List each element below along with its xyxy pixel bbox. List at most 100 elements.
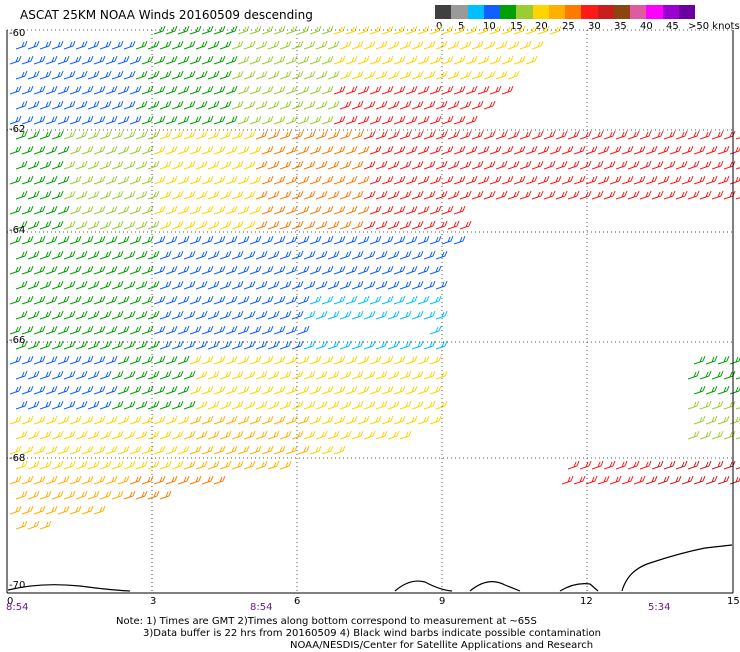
wind-barb (189, 475, 202, 485)
wind-barb (117, 85, 130, 95)
wind-barb (303, 250, 316, 260)
wind-barb (129, 85, 142, 95)
wind-barb (33, 85, 46, 95)
wind-barb (453, 175, 466, 185)
wind-barb (189, 445, 202, 455)
wind-barb (15, 220, 28, 230)
wind-barb (129, 115, 142, 125)
wind-barb (21, 145, 34, 155)
wind-barb (279, 100, 292, 110)
wind-barb (165, 445, 178, 455)
wind-barb (375, 340, 388, 350)
wind-barb (381, 55, 394, 65)
wind-barb (213, 355, 226, 365)
wind-barb (15, 400, 28, 410)
wind-barb (105, 85, 118, 95)
wind-barb (9, 205, 22, 215)
wind-barb (189, 415, 202, 425)
wind-barb (699, 190, 712, 200)
wind-barb (375, 250, 388, 260)
wind-barb (417, 145, 430, 155)
wind-barb (405, 115, 418, 125)
wind-barb (87, 100, 100, 110)
wind-barb (81, 475, 94, 485)
wind-barb (39, 310, 52, 320)
wind-barb (153, 325, 166, 335)
wind-barb (75, 280, 88, 290)
wind-barb (579, 190, 592, 200)
wind-barb (93, 325, 106, 335)
wind-barb (171, 340, 184, 350)
wind-barb (219, 250, 232, 260)
wind-barb (153, 145, 166, 155)
wind-barb (531, 130, 544, 140)
wind-barb (333, 265, 346, 275)
colorbar-label: 20 (535, 21, 548, 32)
wind-barb (21, 235, 34, 245)
wind-barb (267, 280, 280, 290)
wind-barb (315, 130, 328, 140)
wind-barb (567, 160, 580, 170)
wind-barb (345, 115, 358, 125)
wind-barb (537, 145, 550, 155)
lon-label-0: 0 (7, 596, 13, 607)
wind-barb (177, 475, 190, 485)
wind-barb (99, 490, 112, 500)
wind-barb (417, 205, 430, 215)
wind-barb (189, 355, 202, 365)
wind-barb (51, 280, 64, 290)
wind-barb (369, 415, 382, 425)
wind-barb (621, 145, 634, 155)
wind-barb (603, 190, 616, 200)
wind-barb (177, 175, 190, 185)
wind-barb (33, 205, 46, 215)
wind-barb (135, 130, 148, 140)
wind-barb (129, 205, 142, 215)
wind-barb (45, 205, 58, 215)
wind-barb (111, 190, 124, 200)
wind-barb (483, 40, 496, 50)
wind-barb (171, 460, 184, 470)
wind-barb (351, 370, 364, 380)
wind-barb (75, 370, 88, 380)
wind-barb (381, 145, 394, 155)
wind-barb (201, 235, 214, 245)
wind-barb (273, 415, 286, 425)
wind-barb (687, 160, 700, 170)
wind-barb (57, 55, 70, 65)
wind-barb (15, 280, 28, 290)
wind-barb (285, 355, 298, 365)
wind-barb (309, 355, 322, 365)
wind-barb (207, 400, 220, 410)
wind-barb (141, 385, 154, 395)
wind-barb (99, 280, 112, 290)
wind-barb (513, 145, 526, 155)
wind-barb (531, 160, 544, 170)
wind-barb (363, 220, 376, 230)
wind-barb (621, 175, 634, 185)
wind-barb (645, 145, 658, 155)
wind-barb (33, 115, 46, 125)
wind-barb (267, 160, 280, 170)
wind-barb (51, 460, 64, 470)
wind-barb (273, 175, 286, 185)
wind-barb (423, 220, 436, 230)
wind-barb (231, 280, 244, 290)
wind-barb (21, 55, 34, 65)
wind-barb (375, 400, 388, 410)
wind-barb (549, 145, 562, 155)
wind-barb (171, 130, 184, 140)
wind-barb (183, 250, 196, 260)
wind-barb (135, 100, 148, 110)
wind-barb (279, 280, 292, 290)
wind-barb (159, 310, 172, 320)
wind-barb (249, 415, 262, 425)
wind-barb (225, 85, 238, 95)
wind-barb (111, 400, 124, 410)
wind-barb (363, 130, 376, 140)
wind-barb (411, 100, 424, 110)
wind-barb (387, 160, 400, 170)
wind-barb (135, 340, 148, 350)
wind-barb (177, 355, 190, 365)
wind-barb (99, 130, 112, 140)
